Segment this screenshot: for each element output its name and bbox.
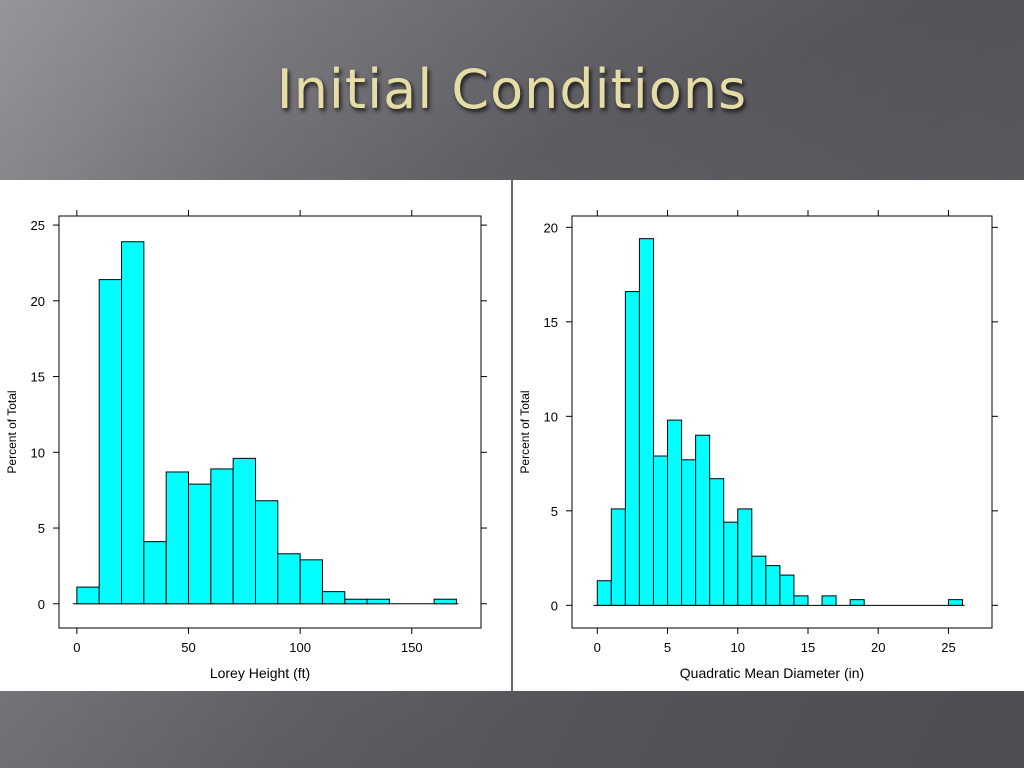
histogram-bar [681, 459, 697, 606]
x-tick-label: 10 [731, 640, 745, 655]
histogram-bar [624, 291, 640, 606]
y-tick-label: 5 [38, 521, 45, 536]
histogram-bar [947, 599, 964, 606]
histogram-bar [321, 591, 346, 605]
histogram-bar [765, 565, 781, 606]
x-tick-label: 25 [941, 640, 955, 655]
histogram-bar [596, 580, 612, 606]
x-tick-label: 50 [181, 640, 195, 655]
y-tick-label: 0 [38, 597, 45, 612]
panel-divider [511, 180, 513, 691]
slide-title: Initial Conditions [276, 58, 748, 121]
histogram-bar [299, 559, 323, 605]
histogram-bar [723, 521, 739, 606]
histogram-bar [652, 455, 669, 606]
x-tick-label: 150 [401, 640, 423, 655]
qmd-histogram-panel: 0 5 10 15 20 25 0 5 10 15 20 Quadratic Mean Diamete… [513, 180, 1024, 691]
lorey-height-histogram-panel: 0 50 100 150 0 5 10 15 20 25 Lorey Height (ft) Perc… [0, 180, 511, 691]
histogram-bar [695, 434, 711, 606]
histogram-bar [667, 419, 683, 606]
histogram-bar [143, 541, 167, 605]
histogram-bar [638, 238, 654, 606]
x-tick-label: 0 [594, 640, 601, 655]
plot-frame [58, 215, 482, 629]
histogram-bar [165, 471, 190, 605]
histogram-bar [121, 241, 145, 605]
histogram-bar [610, 508, 626, 606]
histogram-bar [821, 595, 837, 606]
histogram-bar [344, 598, 368, 605]
histogram-bar [751, 555, 767, 606]
histogram-bar [277, 553, 301, 605]
histogram-bar [779, 574, 795, 606]
histogram-bar [793, 595, 809, 606]
y-tick-label: 25 [31, 218, 45, 233]
y-tick-label: 15 [544, 315, 558, 330]
x-axis-title: Quadratic Mean Diameter (in) [680, 665, 864, 681]
y-tick-label: 10 [544, 409, 558, 424]
y-axis-title: Percent of Total [518, 390, 532, 473]
x-tick-label: 0 [73, 640, 80, 655]
x-tick-label: 15 [801, 640, 815, 655]
histogram-bar [210, 468, 234, 605]
histogram-bar [254, 500, 279, 605]
lorey-height-histogram: 0 50 100 150 0 5 10 15 20 25 Lorey Height (ft) Perc… [5, 210, 487, 681]
histogram-bar [98, 279, 123, 605]
plot-frame [571, 215, 993, 629]
y-tick-label: 10 [31, 445, 45, 460]
histogram-bar [188, 483, 212, 605]
x-tick-label: 20 [871, 640, 885, 655]
y-tick-label: 15 [31, 370, 45, 385]
histogram-bar [76, 586, 100, 605]
histogram-bar [849, 599, 865, 606]
y-axis-title: Percent of Total [5, 390, 19, 473]
histogram-bar [433, 598, 457, 605]
histogram-bar [709, 478, 725, 606]
y-tick-label: 20 [544, 220, 558, 235]
y-tick-label: 20 [31, 294, 45, 309]
y-tick-label: 0 [551, 598, 558, 613]
histogram-bar [737, 508, 753, 606]
histogram-bar [366, 598, 390, 605]
x-axis-title: Lorey Height (ft) [210, 665, 310, 681]
y-tick-label: 5 [551, 504, 558, 519]
histogram-bar [232, 457, 256, 605]
x-tick-label: 100 [289, 640, 311, 655]
x-tick-label: 5 [664, 640, 671, 655]
quadratic-mean-diameter-histogram: 0 5 10 15 20 25 0 5 10 15 20 Quadratic Mean Diamete… [518, 210, 998, 681]
